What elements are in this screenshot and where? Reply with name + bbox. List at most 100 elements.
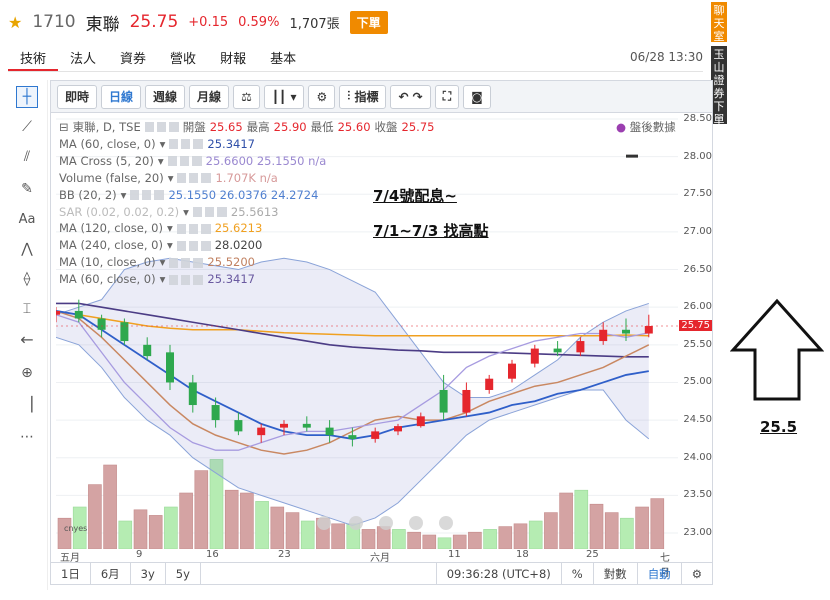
price-chart[interactable]: cnyes [56, 115, 678, 549]
dropdown-icon[interactable]: ▾ [159, 136, 166, 151]
ma120-line [56, 310, 649, 337]
dropdown-icon[interactable]: ▾ [167, 170, 174, 185]
dropdown-icon[interactable]: ▾ [159, 272, 166, 287]
time-axis: 五月 9 16 23 六月 11 18 25 七月 [56, 549, 678, 579]
after-hours-data-link[interactable]: ● 盤後數據 [616, 119, 676, 135]
trendline-icon[interactable]: ⟋ [22, 119, 32, 135]
interval-realtime-button[interactable]: 即時 [57, 84, 98, 109]
dropdown-icon[interactable]: ▾ [183, 204, 189, 219]
candle-body [257, 427, 266, 436]
close-value: 25.75 [401, 120, 435, 134]
legend-options-icon[interactable] [176, 240, 211, 251]
legend-indicator-label: BB (20, 2) [59, 187, 117, 202]
time-tick-label: 11 [448, 549, 461, 560]
fullscreen-icon[interactable]: ⛶ [434, 84, 460, 109]
volume-bar [422, 534, 437, 549]
dropdown-icon[interactable]: ▾ [166, 221, 173, 236]
stock-name: 東聯 [85, 14, 120, 35]
legend-options-icon[interactable] [176, 223, 211, 234]
volume-bar [437, 537, 452, 549]
fibonacci-icon[interactable]: ⟠ [23, 271, 31, 287]
dropdown-icon[interactable]: ▾ [159, 255, 166, 270]
legend-options-icon[interactable] [169, 139, 204, 150]
price-tick-label: 28.50 [683, 113, 712, 124]
candle-body [416, 416, 425, 427]
dropdown-icon[interactable]: ▾ [166, 238, 173, 253]
volume-bar [392, 529, 406, 549]
indicator-button[interactable]: ⫶ 指標 [339, 84, 387, 109]
legend-indicator-value: 28.0200 [214, 238, 263, 253]
legend-options-icon[interactable] [169, 257, 204, 268]
crosshair-icon[interactable]: ┼ [16, 86, 38, 108]
price-tick-label: 27.00 [683, 225, 712, 237]
candle-body [576, 341, 585, 353]
price-tick-label: 28.00 [683, 150, 712, 162]
interval-daily-button[interactable]: 日線 [101, 84, 142, 109]
ruler-icon[interactable]: ▕ [21, 397, 33, 413]
tab-revenue[interactable]: 營收 [170, 52, 197, 67]
legend-options-icon[interactable] [192, 206, 227, 217]
legend-indicator-row: MA (60, close, 0) ▾ 25.3417 [59, 271, 434, 288]
legend-options-icon[interactable] [130, 190, 165, 201]
undo-redo-icon[interactable]: ↶ ↷ [390, 84, 431, 109]
range-3y-button[interactable]: 3y [131, 563, 166, 584]
pattern-icon[interactable]: ⋀ [21, 241, 33, 257]
legend-options-icon[interactable] [144, 122, 179, 133]
arrow-left-icon[interactable]: ← [20, 329, 34, 349]
tab-basic[interactable]: 基本 [270, 52, 297, 67]
volume-bar [620, 517, 634, 549]
chatroom-side-tab[interactable]: 聊天室 [711, 2, 727, 43]
legend-options-icon[interactable] [177, 173, 212, 184]
range-5y-button[interactable]: 5y [166, 563, 201, 584]
volume-bar [148, 515, 163, 549]
legend-indicator-row: MA (10, close, 0) ▾ 25.5200 [59, 254, 434, 271]
more-icon[interactable]: ⋯ [20, 429, 34, 445]
volume-bar [118, 520, 133, 549]
legend-indicator-value: 25.3417 [207, 136, 255, 151]
legend-indicator-value: 25.1550 26.0376 24.2724 [168, 187, 319, 202]
auto-toggle[interactable]: 自動 [638, 563, 682, 584]
interval-weekly-button[interactable]: 週線 [145, 84, 186, 109]
price-tick-label: 23.50 [683, 489, 712, 501]
candle-body [56, 310, 60, 315]
percent-toggle[interactable]: % [562, 563, 594, 584]
tab-technical[interactable]: 技術 [8, 46, 59, 71]
candle-body [371, 431, 380, 439]
axis-settings-gear-icon[interactable]: ⚙ [691, 566, 702, 581]
legend-options-icon[interactable] [167, 156, 202, 167]
broker-order-side-tab[interactable]: 玉山證券下單 [711, 46, 727, 126]
fork-icon[interactable]: ⫽ [23, 149, 31, 165]
dropdown-icon[interactable]: ▾ [120, 187, 127, 202]
interval-monthly-button[interactable]: 月線 [189, 84, 230, 109]
range-1d-button[interactable]: 1日 [51, 563, 91, 584]
clock-time: 09:36:28 (UTC+8) [435, 563, 562, 584]
stock-price: 25.75 [129, 12, 179, 32]
settings-gear-icon[interactable]: ⚙ [308, 84, 336, 109]
candle-body [508, 363, 516, 379]
chart-bottom-bar: 1日 6月 3y 5y 09:36:28 (UTC+8) % 對數 自動 ⚙ [51, 562, 712, 584]
price-tick-label: 27.50 [683, 188, 712, 200]
measure-icon[interactable]: ⌶ [22, 301, 32, 317]
volume-bar [650, 498, 665, 549]
legend-indicator-label: Volume (false, 20) [59, 170, 164, 185]
ma-cross-fast-line [56, 314, 649, 451]
candle-type-icon[interactable]: ┃┃ ▾ [263, 84, 305, 109]
tab-margin[interactable]: 資券 [120, 52, 147, 67]
time-tick-label: 五月 [60, 553, 80, 564]
zoom-in-icon[interactable]: ⊕ [21, 365, 33, 381]
camera-icon[interactable]: ◙ [463, 84, 491, 109]
tab-institutional[interactable]: 法人 [70, 52, 97, 67]
open-value: 25.65 [209, 120, 243, 134]
bollinger-band-fill [56, 258, 649, 526]
collapse-icon[interactable]: ⊟ [59, 120, 69, 134]
text-tool-icon[interactable]: Aa [18, 211, 36, 227]
order-button[interactable]: 下單 [349, 10, 388, 34]
range-6m-button[interactable]: 6月 [91, 563, 131, 584]
log-toggle[interactable]: 對數 [594, 563, 638, 584]
tab-financials[interactable]: 財報 [220, 52, 247, 67]
legend-options-icon[interactable] [169, 274, 204, 285]
brush-icon[interactable]: ✎ [21, 181, 33, 197]
scale-icon[interactable]: ⚖ [233, 84, 260, 109]
favorite-star-icon[interactable]: ★ [8, 12, 23, 32]
dropdown-icon[interactable]: ▾ [157, 153, 164, 168]
